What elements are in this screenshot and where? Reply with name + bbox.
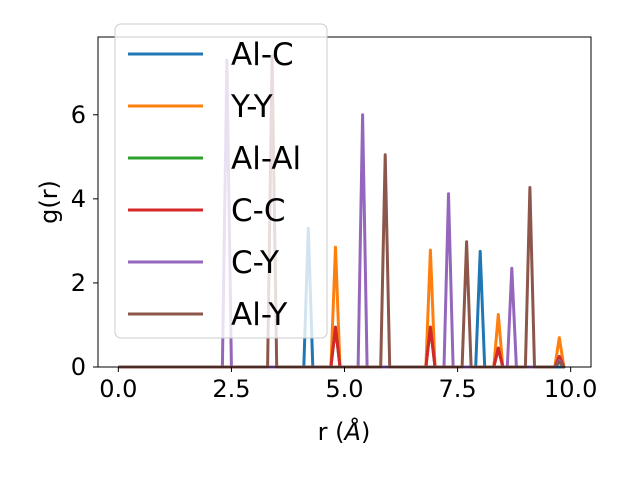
legend-box	[114, 23, 328, 339]
legend-label: Y-Y	[230, 89, 273, 125]
x-tick-label: 7.5	[438, 375, 476, 403]
x-axis-ticks: 0.0 2.5 5.0 7.5 10.0	[99, 367, 597, 403]
x-axis-label: r (Å)	[318, 417, 371, 446]
x-tick-label: 0.0	[99, 375, 137, 403]
y-tick-label: 2	[71, 269, 86, 297]
y-tick-label: 4	[71, 185, 86, 213]
y-tick-label: 0	[71, 353, 86, 381]
y-tick-label: 6	[71, 101, 86, 129]
x-tick-label: 2.5	[212, 375, 250, 403]
y-axis-ticks: 0 2 4 6	[71, 101, 98, 381]
legend-label: C-C	[231, 193, 285, 229]
legend-label: Al-C	[231, 37, 294, 73]
x-tick-label: 10.0	[544, 375, 597, 403]
legend-label: Al-Y	[231, 297, 287, 333]
legend-label: C-Y	[231, 245, 279, 281]
y-axis-label: g(r)	[35, 180, 63, 224]
legend-label: Al-Al	[231, 141, 301, 177]
x-tick-label: 5.0	[325, 375, 363, 403]
legend: Al-C Y-Y Al-Al C-C C-Y Al-Y	[114, 23, 328, 339]
